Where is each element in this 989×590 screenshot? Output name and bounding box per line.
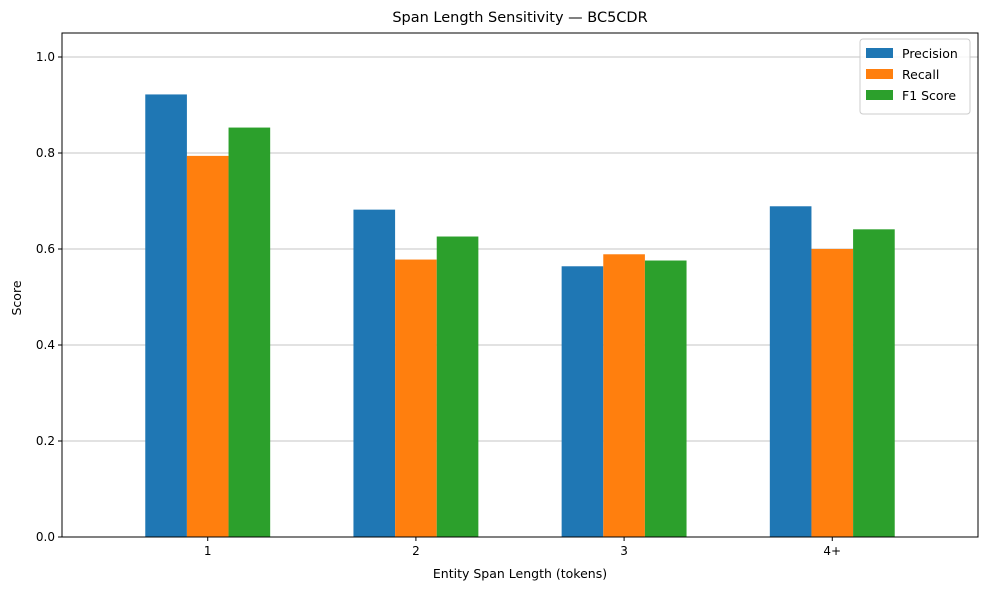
legend-label: Recall <box>902 67 939 82</box>
bar-recall-4plus <box>811 249 854 537</box>
legend: Precision Recall F1 Score <box>859 38 971 115</box>
legend-label: Precision <box>902 46 958 61</box>
y-tick-label: 0.0 <box>36 530 55 544</box>
bar-recall-3 <box>603 254 645 537</box>
y-axis-label: Score <box>9 280 24 315</box>
bar-recall-1 <box>186 155 229 537</box>
y-tick-label: 0.8 <box>36 146 55 160</box>
plot-frame <box>61 32 979 538</box>
y-tick-label: 0.4 <box>36 338 55 352</box>
y-tick-label: 1.0 <box>36 50 55 64</box>
x-axis-label: Entity Span Length (tokens) <box>433 566 607 581</box>
bar-recall-2 <box>395 259 437 537</box>
bar-f1-score-2 <box>436 236 479 537</box>
bar-f1-score-1 <box>228 127 271 537</box>
y-axis-ticks: 0.0 0.2 0.4 0.6 0.8 1.0 <box>36 50 62 544</box>
y-tick-label: 0.6 <box>36 242 55 256</box>
x-tick-label: 2 <box>412 544 420 558</box>
x-tick-label: 3 <box>620 544 628 558</box>
x-tick-label: 1 <box>204 544 212 558</box>
bar-precision-3 <box>561 266 604 537</box>
legend-swatch <box>866 90 893 100</box>
bar-precision-2 <box>353 209 396 537</box>
bars <box>145 94 895 537</box>
legend-swatch <box>866 48 893 58</box>
x-axis-ticks: 1 2 3 4+ <box>204 537 841 558</box>
y-tick-label: 0.2 <box>36 434 55 448</box>
bar-precision-4plus <box>769 206 812 537</box>
bar-precision-1 <box>145 94 187 537</box>
legend-label: F1 Score <box>902 88 956 103</box>
chart-title: Span Length Sensitivity — BC5CDR <box>392 10 647 26</box>
x-tick-label: 4+ <box>823 544 841 558</box>
bar-f1-score-4plus <box>853 229 895 537</box>
legend-swatch <box>866 69 893 79</box>
bar-f1-score-3 <box>644 260 687 537</box>
